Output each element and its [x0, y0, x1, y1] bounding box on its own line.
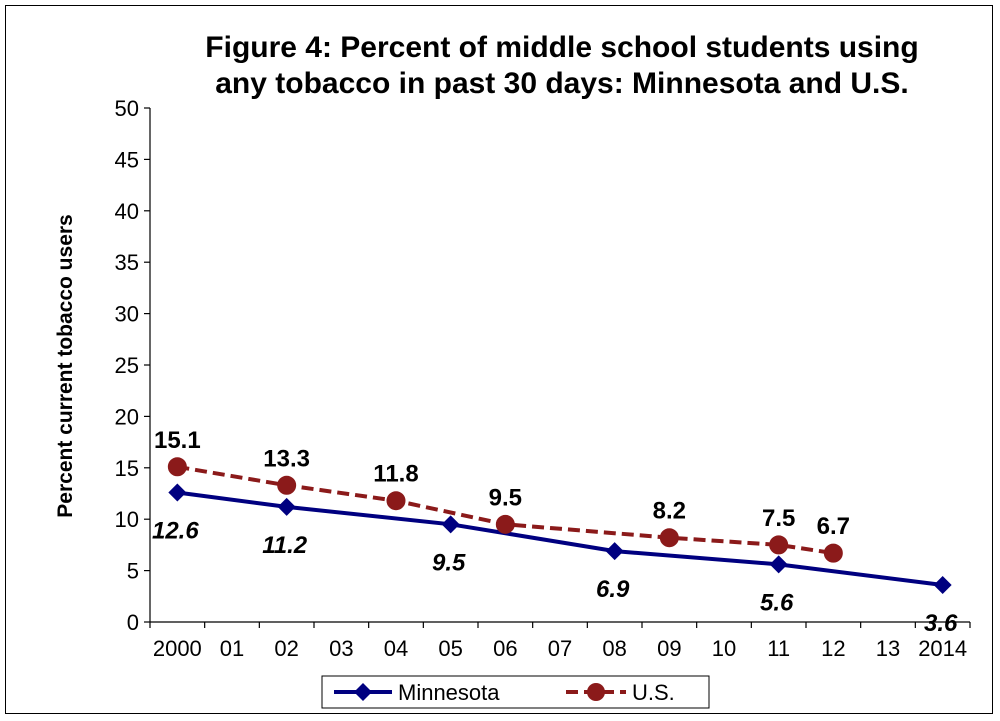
data-labels: 15.1 13.3 11.8 9.5 8.2 7.5 6.7 12.6 11.2 9.5 6.9 5.…: [152, 427, 958, 637]
us-point-marker: [495, 514, 515, 534]
minnesota-series-line: [177, 490, 943, 587]
us-point-marker: [277, 475, 297, 495]
x-tick-label: 03: [329, 636, 353, 661]
us-point-marker: [167, 457, 187, 477]
legend: Minnesota U.S.: [321, 675, 710, 709]
minnesota-data-label: 5.6: [760, 589, 794, 616]
y-tick-label: 15: [115, 456, 139, 481]
minnesota-data-label: 6.9: [596, 576, 630, 603]
minnesota-point-marker: [441, 515, 460, 534]
us-data-label: 7.5: [762, 505, 795, 532]
minnesota-point-marker: [168, 483, 187, 502]
us-data-label: 9.5: [489, 484, 522, 511]
us-data-label: 6.7: [817, 513, 850, 540]
us-point-marker: [659, 528, 679, 548]
minnesota-data-label: 3.6: [924, 610, 958, 637]
x-tick-label: 13: [876, 636, 900, 661]
us-point-marker: [769, 535, 789, 555]
y-axis-label: Percent current tobacco users: [54, 214, 77, 517]
legend-us-label: U.S.: [632, 680, 675, 705]
y-tick-label: 40: [115, 199, 139, 224]
us-point-marker: [823, 543, 843, 563]
us-data-label: 11.8: [373, 461, 418, 488]
y-tick-label: 30: [115, 302, 139, 327]
x-tick-label: 07: [548, 636, 572, 661]
y-tick-label: 25: [115, 353, 139, 378]
legend-minnesota-label: Minnesota: [398, 680, 500, 705]
minnesota-point-marker: [769, 555, 788, 574]
minnesota-data-label: 9.5: [432, 549, 466, 576]
y-tick-label: 20: [115, 404, 139, 429]
chart-frame: [5, 5, 993, 714]
minnesota-data-label: 12.6: [152, 517, 199, 544]
x-tick-label: 06: [493, 636, 517, 661]
y-tick-label: 35: [115, 250, 139, 275]
chart-title-line1: Figure 4: Percent of middle school stude…: [205, 31, 918, 64]
x-tick-label: 12: [821, 636, 845, 661]
minnesota-point-marker: [933, 575, 952, 594]
us-data-label: 8.2: [653, 498, 686, 525]
minnesota-point-marker: [277, 497, 296, 516]
minnesota-point-marker: [605, 542, 624, 561]
y-tick-label: 50: [115, 96, 139, 121]
us-point-marker: [386, 491, 406, 511]
x-tick-label: 04: [384, 636, 408, 661]
x-tick-label: 2000: [153, 636, 202, 661]
x-tick-label: 05: [438, 636, 462, 661]
legend-minnesota-marker: [354, 683, 372, 701]
us-data-label: 15.1: [154, 427, 201, 454]
x-tick-label: 02: [274, 636, 298, 661]
y-tick-label: 0: [127, 610, 139, 635]
x-tick-label: 08: [602, 636, 626, 661]
us-data-label: 13.3: [263, 445, 310, 472]
y-tick-label: 5: [127, 559, 139, 584]
series-layer: [167, 457, 952, 594]
x-tick-label: 11: [767, 636, 790, 661]
x-tick-label: 10: [712, 636, 736, 661]
legend-us-marker: [587, 683, 605, 701]
x-tick-label: 09: [657, 636, 681, 661]
x-tick-label: 2014: [918, 636, 967, 661]
y-tick-label: 45: [115, 147, 139, 172]
y-tick-label: 10: [115, 507, 139, 532]
x-tick-label: 01: [220, 636, 244, 661]
minnesota-data-label: 11.2: [262, 532, 308, 559]
chart-title-line2: any tobacco in past 30 days: Minnesota a…: [215, 67, 909, 100]
